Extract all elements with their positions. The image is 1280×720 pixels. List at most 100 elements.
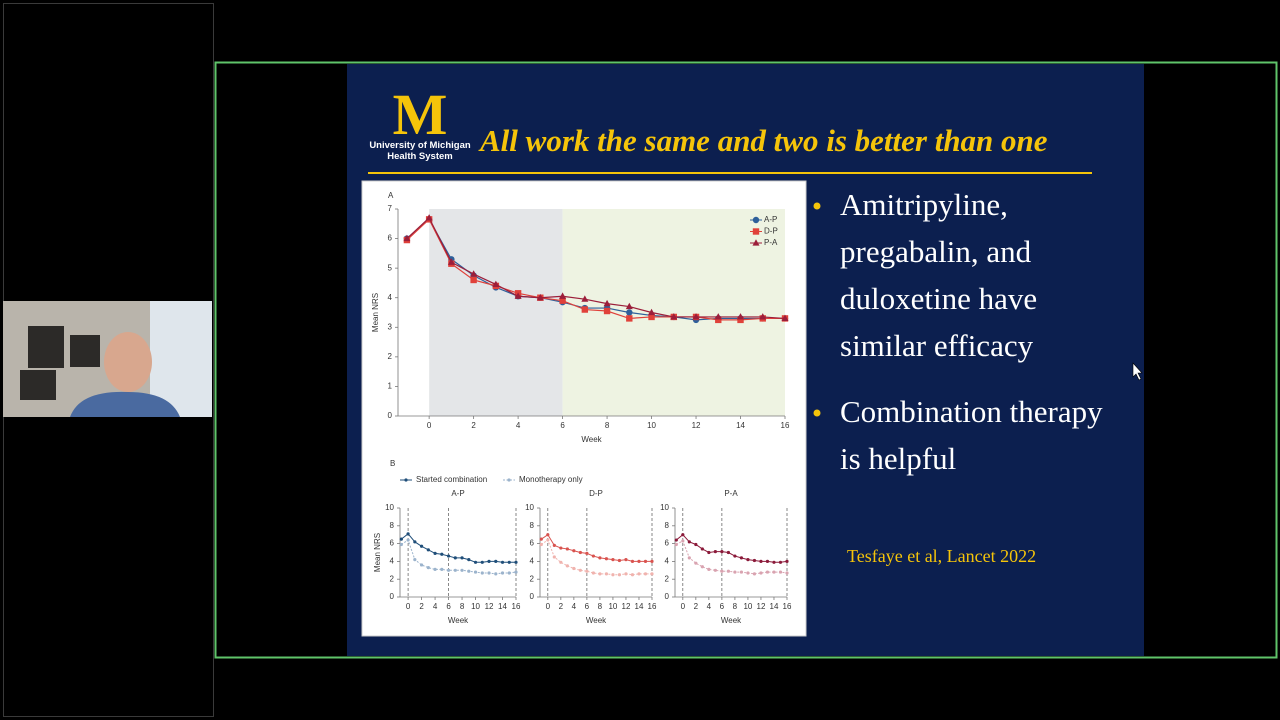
data-point bbox=[572, 549, 576, 553]
data-point bbox=[565, 547, 569, 551]
data-point bbox=[453, 568, 457, 572]
y-tick-label: 2 bbox=[665, 574, 670, 583]
data-point bbox=[552, 543, 556, 547]
data-point bbox=[624, 572, 628, 576]
data-point bbox=[785, 559, 789, 564]
data-point bbox=[720, 569, 724, 573]
data-point bbox=[759, 571, 763, 575]
data-point bbox=[473, 560, 478, 564]
frame bbox=[28, 326, 64, 368]
data-point bbox=[752, 216, 760, 224]
data-point bbox=[433, 551, 437, 555]
bullet-dot bbox=[813, 409, 821, 417]
data-point bbox=[772, 570, 776, 574]
data-point bbox=[446, 554, 451, 558]
data-point bbox=[765, 559, 770, 564]
data-point bbox=[637, 559, 641, 564]
shaded-band bbox=[429, 209, 563, 416]
bullet-text: Combination therapy bbox=[840, 394, 1103, 429]
x-tick-label: 0 bbox=[681, 602, 686, 611]
x-axis-label: Week bbox=[448, 616, 469, 625]
data-point bbox=[752, 228, 760, 235]
y-tick-label: 5 bbox=[388, 263, 393, 272]
data-point bbox=[630, 573, 635, 577]
data-point bbox=[507, 560, 511, 564]
data-point bbox=[581, 295, 589, 302]
data-point bbox=[447, 258, 455, 265]
x-tick-label: 16 bbox=[648, 602, 657, 611]
logo-text: Health System bbox=[387, 151, 452, 162]
data-point bbox=[715, 316, 722, 324]
logo: M University of Michigan Health System bbox=[369, 82, 471, 162]
x-tick-label: 2 bbox=[694, 602, 699, 611]
data-point bbox=[559, 546, 563, 550]
data-point bbox=[604, 572, 609, 576]
y-tick-label: 0 bbox=[665, 592, 670, 601]
x-axis-label: Week bbox=[581, 435, 602, 444]
data-point bbox=[759, 313, 767, 320]
data-point bbox=[552, 555, 556, 559]
x-tick-label: 8 bbox=[460, 602, 465, 611]
y-tick-label: 6 bbox=[665, 539, 670, 548]
x-tick-label: 2 bbox=[559, 602, 564, 611]
y-axis-label: Mean NRS bbox=[371, 293, 380, 332]
y-tick-label: 4 bbox=[665, 557, 670, 566]
y-tick-label: 4 bbox=[530, 557, 535, 566]
data-point bbox=[399, 537, 403, 541]
x-axis-label: Week bbox=[721, 616, 742, 625]
data-point bbox=[681, 533, 685, 537]
data-point bbox=[737, 316, 744, 324]
data-point bbox=[778, 560, 783, 564]
data-point bbox=[772, 560, 776, 564]
data-point bbox=[778, 570, 783, 574]
data-point bbox=[650, 559, 654, 564]
data-point bbox=[494, 572, 498, 576]
data-point bbox=[611, 573, 615, 577]
x-tick-label: 8 bbox=[733, 602, 738, 611]
x-tick-label: 10 bbox=[471, 602, 480, 611]
x-tick-label: 4 bbox=[707, 602, 712, 611]
data-point bbox=[733, 570, 737, 574]
frame bbox=[20, 370, 56, 400]
data-point bbox=[785, 571, 789, 575]
series-line bbox=[406, 218, 785, 321]
data-point bbox=[487, 571, 491, 575]
shirt bbox=[70, 391, 180, 417]
data-point bbox=[559, 297, 566, 304]
data-point bbox=[470, 270, 478, 277]
data-point bbox=[643, 572, 648, 576]
x-tick-label: 2 bbox=[419, 602, 424, 611]
legend-label: Started combination bbox=[416, 475, 487, 484]
data-point bbox=[624, 558, 628, 562]
data-point bbox=[500, 571, 505, 575]
slide-title: All work the same and two is better than… bbox=[478, 123, 1048, 158]
data-point bbox=[674, 538, 678, 542]
y-tick-label: 4 bbox=[390, 557, 395, 566]
data-point bbox=[460, 568, 464, 572]
data-point bbox=[694, 561, 698, 565]
bullet-text: pregabalin, and bbox=[840, 234, 1032, 269]
data-point bbox=[707, 567, 711, 572]
legend-label: P-A bbox=[764, 238, 778, 247]
y-tick-label: 2 bbox=[388, 352, 393, 361]
data-point bbox=[611, 558, 615, 562]
webcam-video bbox=[3, 301, 212, 417]
data-point bbox=[413, 558, 417, 562]
data-point bbox=[752, 239, 760, 246]
data-point bbox=[419, 544, 424, 548]
y-tick-label: 4 bbox=[388, 293, 393, 302]
data-point bbox=[500, 560, 505, 564]
data-point bbox=[406, 532, 410, 536]
data-point bbox=[692, 313, 700, 320]
data-point bbox=[737, 313, 745, 320]
data-point bbox=[781, 314, 789, 322]
data-point bbox=[467, 558, 471, 562]
bullet-text: duloxetine have bbox=[840, 281, 1037, 316]
data-point bbox=[694, 542, 698, 547]
data-point bbox=[578, 550, 582, 555]
data-point bbox=[765, 570, 770, 574]
x-tick-label: 2 bbox=[471, 421, 476, 430]
data-point bbox=[487, 559, 491, 564]
legend-label: A-P bbox=[764, 215, 777, 224]
